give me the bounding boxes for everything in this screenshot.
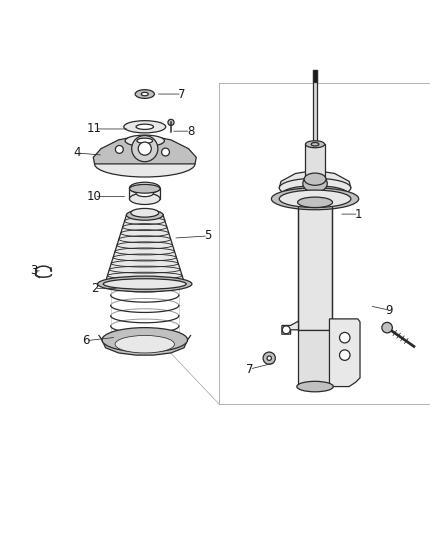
Ellipse shape (136, 124, 153, 130)
Ellipse shape (125, 135, 164, 147)
Text: 6: 6 (82, 334, 90, 347)
Ellipse shape (130, 182, 160, 193)
Text: 1: 1 (355, 208, 363, 221)
Ellipse shape (279, 190, 351, 207)
Ellipse shape (305, 141, 325, 148)
Bar (313, 70, 318, 144)
Ellipse shape (272, 188, 359, 210)
Ellipse shape (283, 326, 290, 334)
Ellipse shape (382, 322, 392, 333)
Ellipse shape (339, 333, 350, 343)
Ellipse shape (305, 180, 325, 187)
Ellipse shape (283, 185, 348, 201)
Ellipse shape (279, 179, 351, 198)
Bar (130, 188, 160, 199)
Text: 7: 7 (178, 87, 186, 101)
Ellipse shape (168, 119, 174, 125)
Ellipse shape (304, 173, 326, 185)
Ellipse shape (162, 148, 170, 156)
Text: 4: 4 (73, 147, 81, 159)
Bar (298, 330, 332, 386)
Ellipse shape (130, 193, 160, 205)
Ellipse shape (141, 92, 148, 96)
Ellipse shape (115, 335, 174, 353)
Ellipse shape (135, 90, 154, 99)
Bar (305, 144, 325, 183)
Text: 5: 5 (205, 229, 212, 243)
Text: 2: 2 (91, 282, 98, 295)
Ellipse shape (98, 276, 192, 292)
Ellipse shape (311, 142, 319, 146)
Polygon shape (102, 340, 187, 355)
Text: 3: 3 (30, 264, 37, 277)
Ellipse shape (95, 151, 195, 177)
Ellipse shape (124, 120, 166, 133)
Polygon shape (106, 215, 184, 282)
Ellipse shape (131, 208, 159, 217)
Ellipse shape (303, 175, 327, 192)
Text: 10: 10 (87, 190, 102, 203)
Text: 11: 11 (87, 123, 102, 135)
Polygon shape (282, 321, 298, 334)
Ellipse shape (127, 210, 163, 220)
Bar (298, 204, 332, 330)
Ellipse shape (267, 356, 272, 360)
Text: 9: 9 (385, 304, 393, 317)
Ellipse shape (297, 381, 333, 392)
Polygon shape (93, 136, 196, 164)
Bar (313, 70, 318, 82)
Ellipse shape (263, 352, 276, 364)
Ellipse shape (102, 328, 187, 352)
Polygon shape (279, 172, 351, 188)
Ellipse shape (115, 146, 123, 154)
Polygon shape (329, 319, 360, 386)
Ellipse shape (103, 279, 186, 289)
Ellipse shape (137, 138, 152, 143)
Ellipse shape (339, 350, 350, 360)
Ellipse shape (136, 190, 153, 197)
Ellipse shape (130, 184, 160, 193)
Ellipse shape (297, 197, 332, 207)
Ellipse shape (132, 135, 158, 161)
Text: 7: 7 (246, 362, 253, 376)
Ellipse shape (138, 142, 151, 155)
Text: 8: 8 (187, 125, 194, 138)
